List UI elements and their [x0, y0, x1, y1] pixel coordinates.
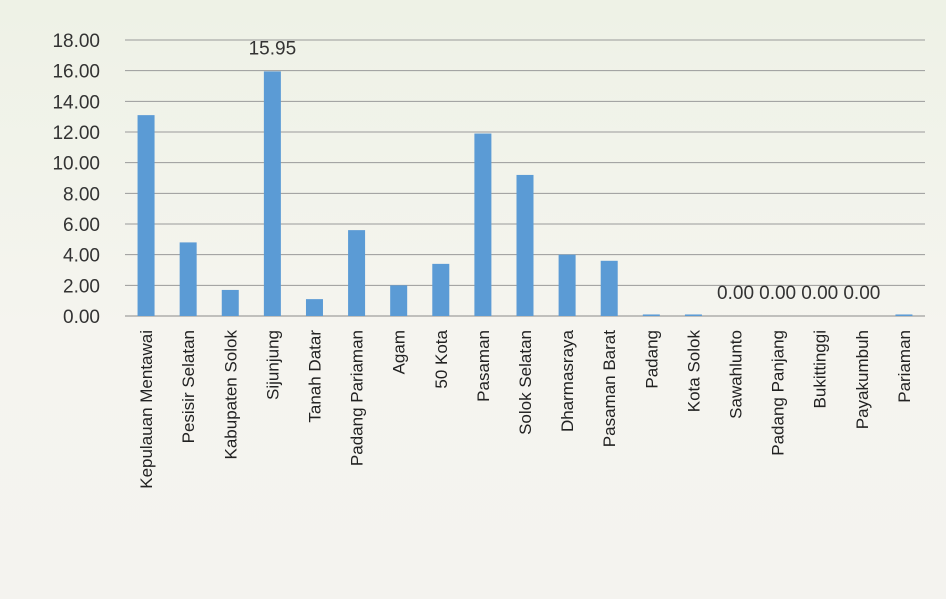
- x-category-label: Kota Solok: [684, 330, 703, 413]
- x-category-label: Dharmasraya: [558, 329, 577, 432]
- y-tick-label: 6.00: [63, 215, 100, 236]
- x-axis-category-labels: Kepulauan Mentawai Pesisir Selatan Kabupat…: [137, 329, 914, 488]
- bar-data-label: 15.95: [249, 38, 297, 59]
- y-tick-label: 18.00: [52, 31, 100, 52]
- bar: [474, 133, 492, 316]
- x-category-label: 50 Kota: [432, 329, 451, 388]
- x-category-label: Solok Selatan: [516, 330, 535, 435]
- bar-data-label: 0.00: [801, 283, 838, 304]
- x-category-label: Padang: [642, 330, 661, 389]
- bar: [305, 299, 323, 316]
- y-axis-tick-labels: 0.00 2.00 4.00 6.00 8.00 10.00 12.00 14.00 16.00…: [52, 31, 100, 328]
- x-category-label: Tanah Datar: [305, 330, 324, 423]
- data-labels: 15.950.00 0.00 0.00 0.00: [249, 38, 881, 304]
- y-tick-label: 10.00: [52, 154, 100, 175]
- y-tick-label: 8.00: [63, 184, 100, 205]
- bar: [684, 314, 702, 316]
- x-category-label: Pasaman: [474, 330, 493, 402]
- x-category-label: Pasaman Barat: [600, 330, 619, 447]
- bar-data-label: 0.00: [717, 283, 754, 304]
- bar: [895, 314, 913, 316]
- x-category-label: Padang Panjang: [769, 330, 788, 456]
- x-category-label: Payakumbuh: [853, 330, 872, 429]
- x-category-label: Sawahlunto: [727, 330, 746, 419]
- bar: [263, 71, 281, 316]
- x-category-label: Sijunjung: [263, 330, 282, 400]
- y-tick-label: 2.00: [63, 276, 100, 297]
- bar: [390, 285, 408, 316]
- y-tick-label: 16.00: [52, 62, 100, 83]
- x-category-label: Kepulauan Mentawai: [137, 330, 156, 489]
- bar: [137, 115, 155, 316]
- bar: [179, 242, 197, 316]
- y-tick-label: 12.00: [52, 123, 100, 144]
- bars: [137, 71, 913, 316]
- bar-data-label: 0.00: [759, 283, 796, 304]
- y-tick-label: 14.00: [52, 92, 100, 113]
- bar-data-label: 0.00: [843, 283, 880, 304]
- y-tick-label: 4.00: [63, 246, 100, 267]
- x-category-label: Pesisir Selatan: [179, 330, 198, 443]
- bar: [348, 230, 366, 316]
- bar: [432, 263, 450, 316]
- bar: [221, 289, 239, 316]
- x-category-label: Bukittinggi: [811, 330, 830, 408]
- bar: [600, 260, 618, 316]
- y-tick-label: 0.00: [63, 307, 100, 328]
- bar: [558, 254, 576, 316]
- bar: [516, 174, 534, 316]
- x-category-label: Agam: [390, 330, 409, 374]
- x-category-label: Padang Pariaman: [348, 330, 367, 466]
- x-category-label: Pariaman: [895, 330, 914, 403]
- x-category-label: Kabupaten Solok: [221, 330, 240, 460]
- bar: [642, 314, 660, 316]
